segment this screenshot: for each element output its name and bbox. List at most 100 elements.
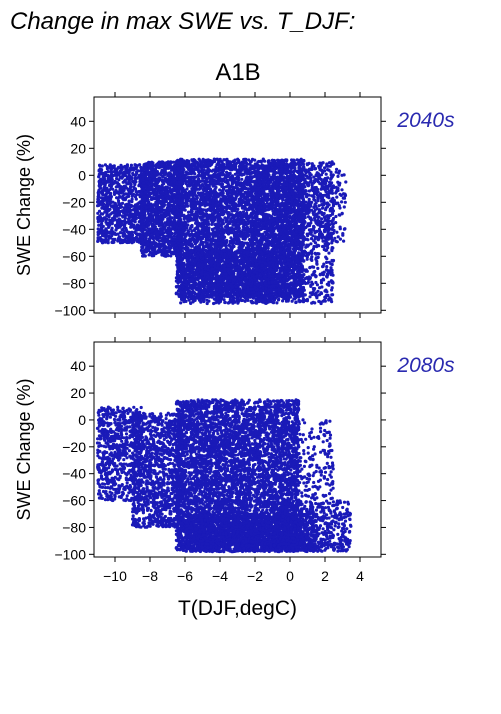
- scatter-point: [110, 178, 114, 182]
- scatter-point: [104, 238, 108, 242]
- scatter-point: [150, 223, 154, 227]
- scatter-point: [163, 221, 167, 225]
- scatter-point: [96, 227, 100, 231]
- scatter-point: [133, 175, 137, 180]
- scatter-point: [158, 172, 162, 176]
- scatter-point: [168, 246, 172, 251]
- scatter-point: [167, 243, 171, 247]
- scatter-point: [128, 211, 132, 215]
- scatter-point: [155, 219, 159, 223]
- scatter-point: [153, 184, 157, 188]
- scatter-point: [131, 171, 135, 176]
- scatter-point: [240, 177, 244, 181]
- scatter-point: [124, 228, 128, 232]
- scatter-point: [127, 199, 132, 203]
- scatter-point: [103, 163, 107, 167]
- scatter-point: [113, 217, 117, 221]
- scatter-point: [141, 181, 145, 185]
- scatter-point: [142, 163, 146, 167]
- scatter-point: [121, 174, 125, 178]
- scatter-point: [120, 240, 124, 245]
- scatter-point: [118, 231, 122, 235]
- scatter-point: [163, 226, 167, 230]
- scatter-point: [115, 176, 119, 181]
- scatter-point: [99, 231, 103, 235]
- scatter-point: [232, 223, 236, 227]
- scatter-point: [168, 215, 172, 219]
- scatter-point: [129, 185, 133, 189]
- scatter-point: [134, 216, 138, 220]
- scatter-point: [147, 177, 151, 181]
- scatter-point: [102, 233, 106, 237]
- scatter-point: [141, 168, 145, 172]
- scatter-point: [143, 239, 147, 243]
- scatter-point: [136, 212, 140, 217]
- scatter-point: [127, 232, 131, 237]
- scatter-point: [155, 177, 159, 181]
- scatter-point: [96, 211, 100, 215]
- scatter-point: [150, 160, 154, 164]
- scatter-point: [131, 225, 135, 229]
- scatter-point: [134, 193, 139, 197]
- scatter-point: [167, 249, 171, 253]
- scatter-point: [163, 244, 167, 248]
- scatter-point: [169, 203, 173, 207]
- scatter-point: [140, 215, 144, 219]
- scatter-point: [155, 238, 160, 242]
- scatter-point: [123, 220, 127, 224]
- scatter-point: [107, 236, 111, 240]
- scatter-point: [152, 193, 156, 197]
- scatter-point: [129, 219, 133, 223]
- scatter-point: [111, 200, 115, 204]
- scatter-point: [126, 171, 130, 175]
- scatter-point: [104, 235, 108, 239]
- scatter-point: [108, 188, 112, 192]
- scatter-point: [161, 187, 165, 191]
- scatter-point: [105, 206, 109, 210]
- scatter-point: [162, 203, 166, 207]
- scatter-point: [155, 162, 160, 166]
- scatter-point: [131, 208, 135, 212]
- scatter-point: [98, 182, 102, 186]
- scatter-point: [98, 167, 102, 171]
- scatter-point: [140, 238, 144, 242]
- scatter-point: [163, 239, 167, 244]
- scatter-point: [113, 238, 117, 242]
- scatter-point: [100, 241, 105, 245]
- scatter-point: [154, 196, 158, 200]
- scatter-point: [97, 223, 101, 227]
- scatter-point: [109, 197, 113, 201]
- scatter-point: [99, 212, 104, 216]
- scatter-point: [147, 233, 151, 237]
- scatter-point: [146, 222, 150, 226]
- scatter-point: [166, 194, 171, 198]
- scatter-point: [99, 169, 103, 173]
- scatter-point: [122, 230, 126, 234]
- scatter-point: [148, 208, 152, 213]
- scatter-point: [143, 201, 147, 205]
- scatter-point: [107, 202, 112, 206]
- scatter-point: [147, 163, 151, 167]
- scatter-point: [130, 200, 134, 204]
- scatter-point: [130, 176, 134, 180]
- scatter-point: [98, 214, 102, 218]
- scatter-point: [103, 210, 107, 214]
- scatter-point: [125, 195, 129, 199]
- scatter-point: [169, 181, 173, 185]
- scatter-point: [161, 236, 165, 240]
- scatter-point: [116, 232, 120, 236]
- scatter-point: [133, 182, 137, 187]
- scatter-point: [99, 202, 103, 206]
- scatter-point: [120, 214, 125, 218]
- scatter-point: [171, 165, 175, 169]
- scatter-point: [134, 235, 138, 239]
- scatter-point: [165, 185, 169, 189]
- scatter-point: [140, 220, 144, 224]
- scatter-point: [121, 210, 125, 215]
- scatter-point: [102, 173, 106, 178]
- scatter-point: [116, 226, 120, 230]
- scatter-point: [106, 177, 110, 181]
- scatter-point: [152, 178, 156, 182]
- scatter-point: [138, 163, 142, 167]
